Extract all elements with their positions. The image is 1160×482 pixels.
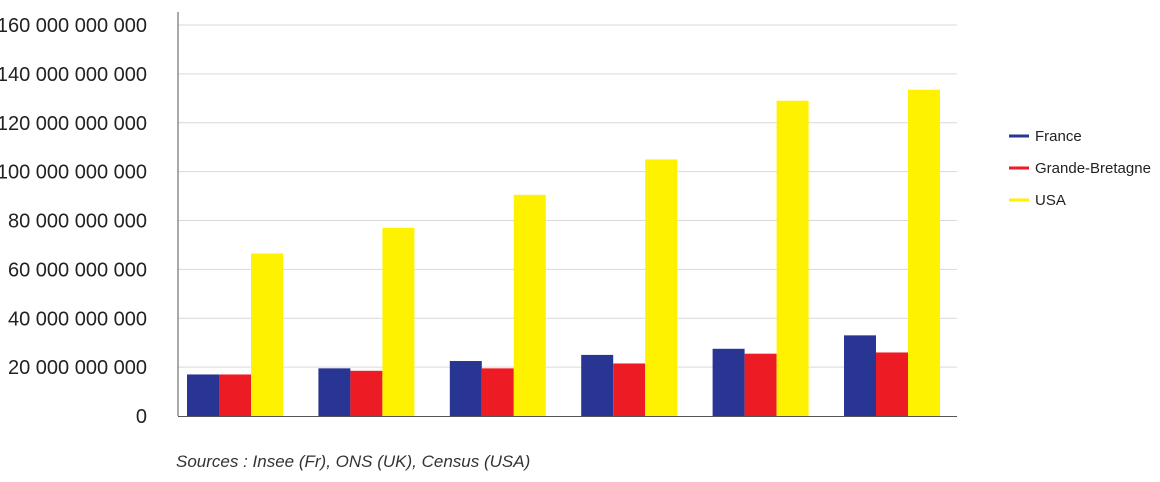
y-tick-label: 0 (136, 406, 147, 428)
y-axis-tick-labels: 0 20 000 000 000 40 000 000 000 60 000 000 … (0, 15, 147, 428)
bar-france-3 (449, 361, 482, 416)
bar-france-4 (581, 354, 614, 416)
y-tick-label: 140 000 000 000 (0, 64, 147, 86)
bar-usa-4 (645, 159, 678, 416)
bar-grande-bretagne-1 (219, 374, 251, 416)
bars (187, 89, 940, 417)
bar-usa-5 (776, 100, 809, 416)
bar-france-2 (318, 368, 351, 416)
y-tick-label: 20 000 000 000 (8, 357, 147, 379)
bar-grande-bretagne-5 (744, 353, 777, 416)
bar-usa-2 (382, 227, 415, 416)
source-note: Sources : Insee (Fr), ONS (UK), Census (… (176, 452, 531, 471)
y-tick-label: 120 000 000 000 (0, 113, 147, 135)
bar-usa-1 (251, 253, 283, 416)
bar-grande-bretagne-6 (876, 352, 908, 416)
legend: France Grande-Bretagne USA (1009, 128, 1151, 209)
bar-grande-bretagne-4 (613, 363, 646, 416)
legend-label: Grande-Bretagne (1035, 160, 1151, 177)
y-tick-label: 60 000 000 000 (8, 259, 147, 281)
legend-label: France (1035, 128, 1082, 145)
bar-usa-6 (908, 89, 940, 417)
y-tick-label: 100 000 000 000 (0, 162, 147, 184)
bar-grande-bretagne-2 (350, 370, 383, 416)
bar-usa-3 (513, 194, 546, 416)
legend-label: USA (1035, 192, 1066, 209)
y-tick-label: 160 000 000 000 (0, 15, 147, 37)
y-tick-label: 40 000 000 000 (8, 308, 147, 330)
bar-france-6 (844, 335, 876, 416)
bar-grande-bretagne-3 (481, 368, 514, 416)
y-tick-label: 80 000 000 000 (8, 211, 147, 233)
gridlines (178, 24, 957, 368)
bar-france-5 (712, 348, 745, 416)
bar-france-1 (187, 374, 219, 416)
